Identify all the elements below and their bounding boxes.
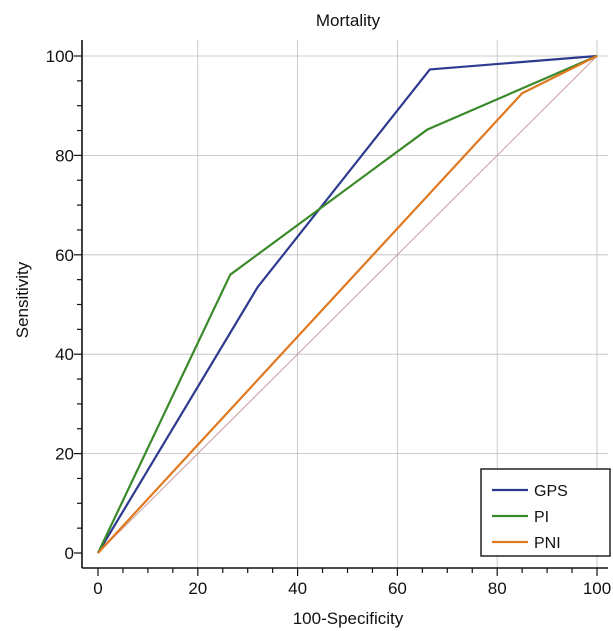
x-tick-label: 60	[388, 579, 407, 598]
series-line-pni	[97, 55, 598, 554]
legend-label-gps: GPS	[534, 483, 568, 500]
grid	[82, 40, 608, 568]
tick-marks	[74, 55, 598, 576]
y-tick-label: 0	[65, 544, 74, 563]
x-tick-label: 80	[488, 579, 507, 598]
series-line-pi	[97, 54, 598, 554]
x-tick-label: 40	[288, 579, 307, 598]
y-tick-label: 20	[55, 445, 74, 464]
legend: GPS PI PNI	[480, 468, 611, 557]
diagonal-reference-line	[97, 55, 598, 554]
y-tick-label: 60	[55, 246, 74, 265]
legend-label-pni: PNI	[534, 535, 561, 552]
y-tick-label: 100	[46, 47, 74, 66]
series-lines	[97, 54, 598, 554]
chart-title: Mortality	[316, 11, 381, 30]
tick-labels: 0 20 40 60 80 100 0 20 40 60 80 100	[46, 47, 612, 598]
y-tick-label: 40	[55, 345, 74, 364]
x-axis-label: 100-Specificity	[293, 609, 404, 628]
reference-line	[97, 55, 598, 554]
legend-label-pi: PI	[534, 509, 549, 526]
series-line-gps	[97, 54, 598, 554]
x-tick-label: 20	[188, 579, 207, 598]
y-tick-label: 80	[55, 146, 74, 165]
x-tick-label: 0	[93, 579, 102, 598]
x-tick-label: 100	[583, 579, 611, 598]
y-axis-label: Sensitivity	[13, 261, 32, 338]
